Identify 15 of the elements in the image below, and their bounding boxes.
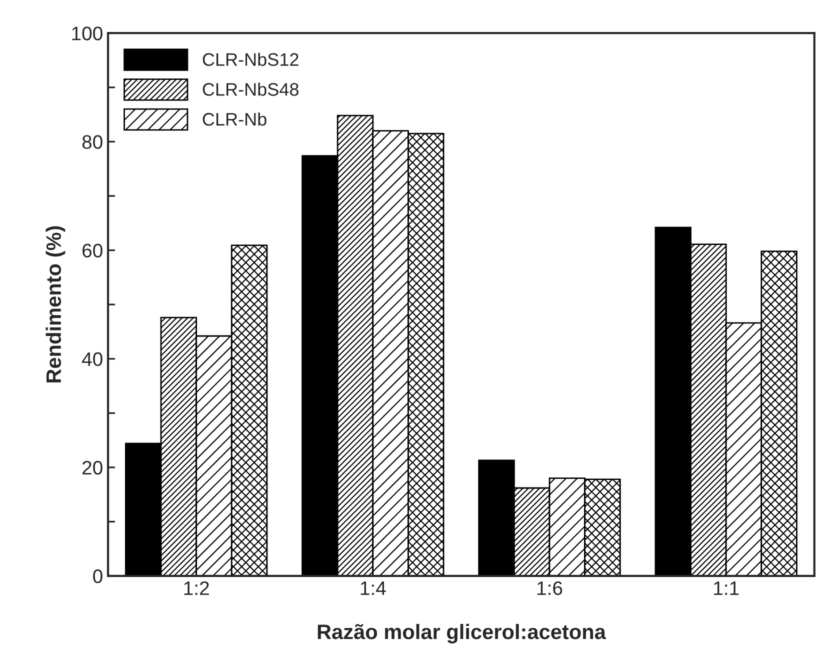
y-tick-label: 100: [72, 26, 102, 40]
y-tick-label: 20: [82, 460, 102, 475]
y-tick-label: 80: [82, 135, 102, 149]
y-tick-label: 0: [93, 569, 102, 584]
legend-label: CLR-Nb: [202, 112, 266, 126]
legend-label: CLR-NbS12: [202, 52, 298, 66]
y-axis-title: Rendimento (%): [46, 226, 66, 382]
x-axis-title: Razão molar glicerol:acetona: [318, 624, 606, 644]
x-tick-label: 1:6: [537, 581, 562, 596]
x-tick-label: 1:1: [714, 582, 739, 595]
x-tick-label: 1:4: [360, 582, 386, 595]
y-tick-label: 40: [82, 352, 102, 366]
y-tick-label: 60: [82, 244, 102, 258]
x-tick-label: 1:2: [184, 581, 209, 595]
legend-label: CLR-NbS48: [202, 82, 298, 96]
